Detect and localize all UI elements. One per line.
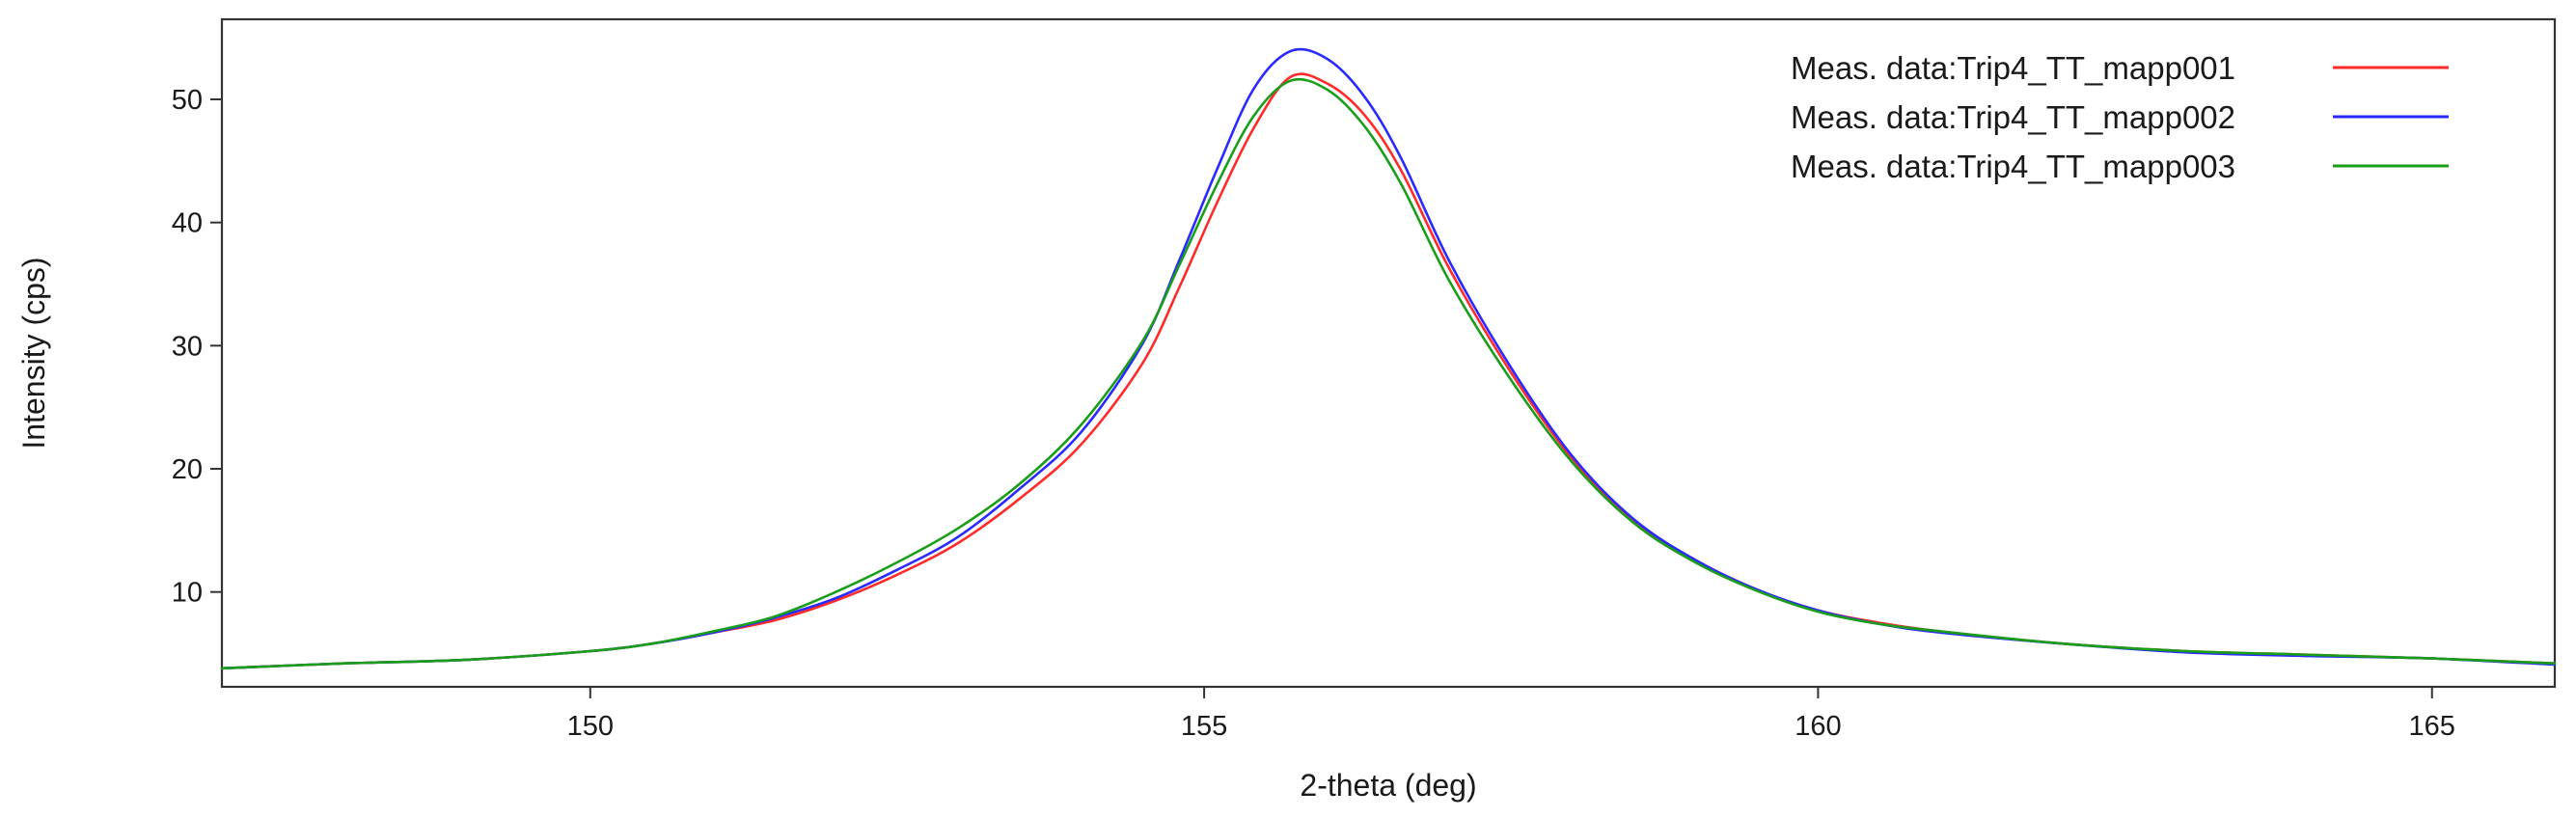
y-tick-label: 20 [172, 454, 203, 485]
y-axis-label: Intensity (cps) [16, 257, 51, 449]
x-tick-label: 165 [2409, 711, 2455, 742]
x-axis: 150 155 160 165 [567, 687, 2455, 742]
legend-entry-label: Meas. data:Trip4_TT_mapp002 [1791, 99, 2235, 135]
x-tick-label: 160 [1795, 711, 1841, 742]
legend-entry-label: Meas. data:Trip4_TT_mapp003 [1791, 149, 2235, 184]
series-layer [220, 47, 2557, 670]
y-axis: 10 20 30 40 50 [172, 85, 222, 609]
legend-entry-label: Meas. data:Trip4_TT_mapp001 [1791, 50, 2235, 86]
series-line-3 [220, 77, 2557, 670]
y-tick-label: 40 [172, 208, 203, 239]
x-tick-label: 150 [567, 711, 614, 742]
y-tick-label: 50 [172, 85, 203, 116]
plot-frame [220, 17, 2557, 689]
y-tick-label: 30 [172, 331, 203, 362]
x-tick-label: 155 [1181, 711, 1227, 742]
legend: Meas. data:Trip4_TT_mapp001 Meas. data:Tr… [1791, 50, 2449, 184]
series-line-2 [220, 47, 2557, 670]
y-tick-label: 10 [172, 578, 203, 609]
x-axis-label: 2-theta (deg) [1300, 768, 1476, 803]
